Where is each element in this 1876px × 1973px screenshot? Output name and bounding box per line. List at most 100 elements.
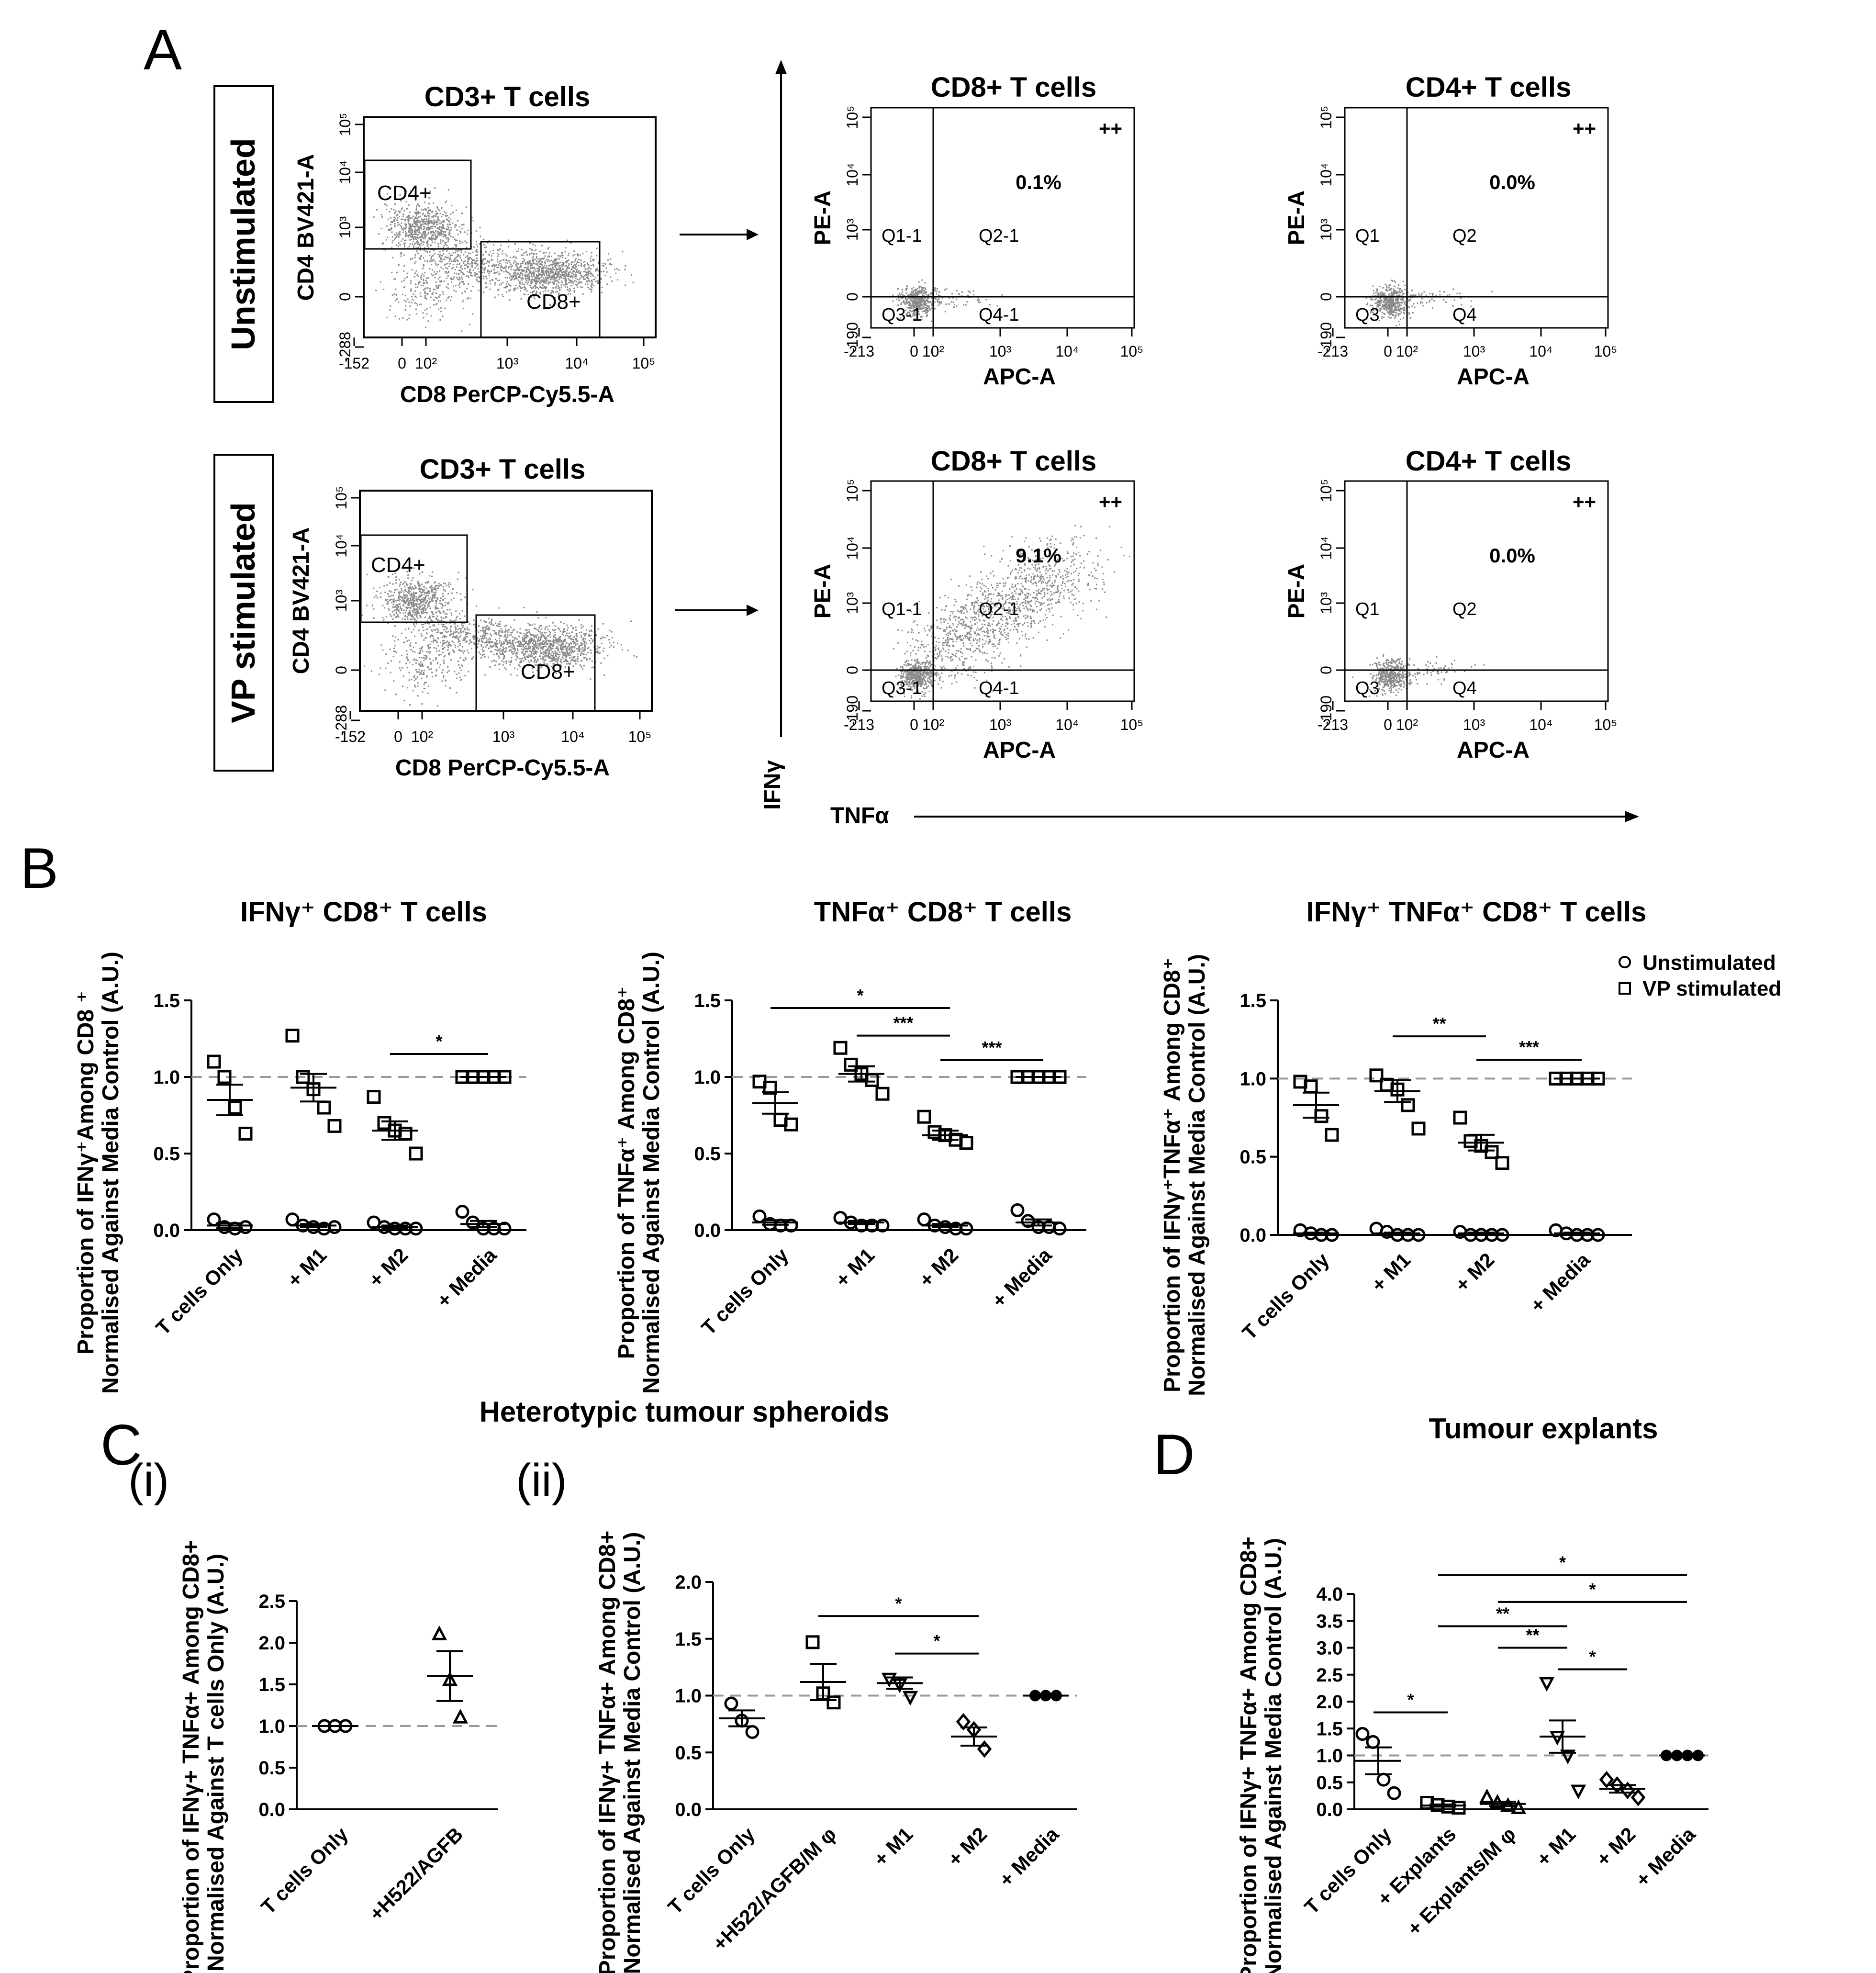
flow-event-dot bbox=[435, 213, 437, 214]
flow-event-dot bbox=[456, 616, 458, 617]
flow-event-dot bbox=[470, 272, 472, 274]
flow-event-dot bbox=[418, 205, 420, 207]
flow-event-dot bbox=[440, 240, 442, 242]
flow-event-dot bbox=[547, 663, 548, 665]
flow-event-dot bbox=[926, 307, 927, 309]
flow-event-dot bbox=[550, 291, 552, 293]
flow-event-dot bbox=[542, 640, 544, 642]
flow-event-dot bbox=[392, 606, 394, 608]
flow-event-dot bbox=[558, 637, 560, 639]
flow-event-dot bbox=[547, 647, 549, 649]
flow-event-dot bbox=[501, 641, 502, 643]
flow-event-dot bbox=[479, 226, 481, 228]
flow-event-dot bbox=[547, 635, 549, 637]
flow-event-dot bbox=[597, 280, 599, 282]
flow-event-dot bbox=[450, 254, 452, 256]
flow-event-dot bbox=[503, 655, 505, 657]
flow-event-dot bbox=[457, 638, 459, 640]
flow-event-dot bbox=[422, 590, 424, 592]
flow-event-dot bbox=[475, 263, 477, 265]
flow-event-dot bbox=[433, 202, 434, 204]
flow-event-dot bbox=[445, 685, 447, 687]
flow-event-dot bbox=[448, 253, 450, 255]
flow-event-dot bbox=[417, 617, 419, 619]
flow-event-dot bbox=[413, 624, 415, 626]
flow-event-dot bbox=[472, 286, 474, 287]
flow-event-dot bbox=[941, 297, 943, 299]
flow-event-dot bbox=[459, 676, 461, 678]
flow-event-dot bbox=[533, 640, 535, 642]
flow-event-dot bbox=[597, 274, 599, 276]
flow-event-dot bbox=[506, 255, 508, 257]
flow-event-dot bbox=[563, 274, 565, 276]
flow-event-dot bbox=[403, 700, 405, 702]
flow-event-dot bbox=[437, 287, 439, 289]
flow-event-dot bbox=[389, 229, 391, 231]
flow-event-dot bbox=[601, 638, 603, 639]
flow-event-dot bbox=[500, 267, 502, 269]
flow-event-dot bbox=[580, 274, 582, 276]
flow-event-dot bbox=[581, 651, 583, 652]
flow-event-dot bbox=[424, 296, 426, 298]
flow-event-dot bbox=[591, 629, 592, 631]
flow-event-dot bbox=[530, 280, 532, 282]
flow-event-dot bbox=[505, 650, 507, 652]
flow-event-dot bbox=[447, 247, 449, 248]
flow-event-dot bbox=[898, 297, 900, 299]
flow-event-dot bbox=[902, 297, 904, 299]
flow-event-dot bbox=[520, 290, 521, 292]
flow-event-dot bbox=[433, 238, 435, 240]
flow-event-dot bbox=[505, 636, 507, 638]
flow-event-dot bbox=[531, 656, 533, 658]
flow-event-dot bbox=[589, 288, 591, 290]
flow-event-dot bbox=[579, 281, 581, 283]
flow-event-dot bbox=[421, 611, 423, 613]
flow-event-dot bbox=[550, 273, 552, 275]
flow-event-dot bbox=[463, 262, 465, 264]
flow-event-dot bbox=[419, 612, 421, 614]
flow-event-dot bbox=[544, 264, 546, 266]
flow-event-dot bbox=[546, 664, 548, 666]
flow-event-dot bbox=[580, 259, 582, 261]
flow-event-dot bbox=[568, 652, 570, 654]
flow-event-dot bbox=[472, 656, 474, 658]
flow-event-dot bbox=[416, 226, 418, 228]
flow-event-dot bbox=[405, 590, 407, 592]
flow-event-dot bbox=[572, 266, 574, 268]
flow-event-dot bbox=[916, 305, 918, 307]
flow-event-dot bbox=[519, 643, 521, 645]
flow-event-dot bbox=[389, 595, 391, 597]
flow-event-dot bbox=[450, 625, 452, 627]
flow-event-dot bbox=[543, 308, 545, 310]
flow-event-dot bbox=[572, 271, 574, 273]
flow-event-dot bbox=[897, 288, 899, 290]
flow-event-dot bbox=[467, 233, 469, 235]
flow-event-dot bbox=[395, 636, 397, 638]
flow-event-dot bbox=[431, 241, 433, 243]
flow-event-dot bbox=[560, 269, 562, 271]
flow-event-dot bbox=[559, 289, 561, 291]
flow-event-dot bbox=[590, 652, 592, 654]
flow-event-dot bbox=[580, 286, 582, 288]
flow-event-dot bbox=[545, 632, 547, 634]
flow-event-dot bbox=[399, 585, 401, 587]
flow-event-dot bbox=[508, 246, 510, 247]
flow-event-dot bbox=[438, 229, 440, 231]
flow-event-dot bbox=[476, 262, 478, 264]
flow-event-dot bbox=[581, 275, 583, 277]
flow-event-dot bbox=[424, 218, 425, 220]
flow-event-dot bbox=[503, 651, 505, 653]
flow-event-dot bbox=[489, 271, 491, 273]
flow-event-dot bbox=[579, 645, 581, 647]
flow-event-dot bbox=[537, 270, 539, 272]
flow-event-dot bbox=[414, 605, 415, 606]
flow-event-dot bbox=[511, 279, 513, 280]
flow-event-dot bbox=[442, 593, 444, 594]
flow-event-dot bbox=[501, 270, 502, 272]
flow-event-dot bbox=[475, 273, 477, 275]
flow-event-dot bbox=[425, 655, 427, 657]
flow-event-dot bbox=[396, 298, 398, 300]
flow-event-dot bbox=[421, 209, 423, 211]
flow-event-dot bbox=[424, 247, 425, 249]
flow-event-dot bbox=[499, 284, 501, 286]
